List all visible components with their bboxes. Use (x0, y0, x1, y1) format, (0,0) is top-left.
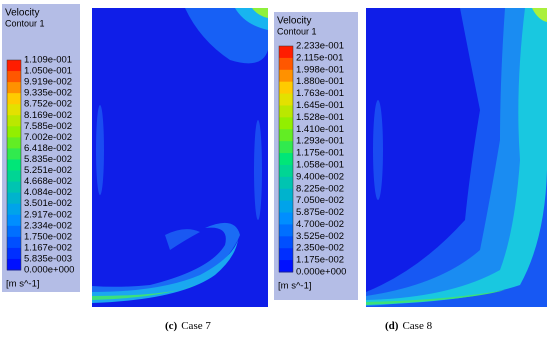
legend-label: 6.418e-002 (24, 143, 72, 154)
legend-label: 3.525e-002 (296, 231, 344, 242)
legend-label: 2.350e-002 (296, 243, 344, 254)
color-band (7, 247, 21, 260)
legend-label: 9.400e-002 (296, 171, 344, 182)
legend-label: 2.115e-001 (296, 52, 343, 63)
color-band (7, 104, 21, 116)
color-band (7, 60, 21, 72)
color-band (7, 181, 21, 194)
color-band (7, 71, 21, 83)
legend-unit: [m s^-1] (6, 279, 40, 290)
color-band (7, 225, 21, 238)
color-band (7, 258, 21, 271)
color-band (279, 81, 293, 95)
legend-label: 1.058e-001 (296, 159, 344, 170)
legend-label: 9.335e-002 (24, 88, 72, 99)
caption: (c) Case 7 (165, 320, 211, 332)
color-band (279, 46, 293, 59)
color-band (279, 141, 293, 154)
legend-label: 1.998e-001 (296, 64, 344, 75)
color-band (7, 82, 21, 94)
legend-label: 1.410e-001 (296, 124, 344, 135)
color-band (279, 236, 293, 249)
legend-label: 1.763e-001 (296, 88, 344, 99)
color-band (279, 117, 293, 130)
caption-label: (c) (165, 320, 178, 332)
legend-label: 7.050e-002 (296, 195, 344, 206)
color-band (7, 148, 21, 160)
color-band (279, 57, 293, 71)
legend-subtitle: Contour 1 (277, 26, 317, 36)
legend-label: 4.700e-002 (296, 219, 344, 230)
legend-label: 1.175e-001 (296, 148, 344, 159)
legend-subtitle: Contour 1 (5, 18, 45, 28)
color-band (279, 69, 293, 83)
color-band (279, 176, 293, 190)
color-band (279, 212, 293, 225)
legend-label: 1.750e-002 (24, 231, 72, 242)
legend-label: 1.175e-002 (296, 255, 344, 266)
caption-label: (d) (385, 320, 399, 332)
colorbar-frame (278, 45, 294, 273)
legend-label: 8.225e-002 (296, 183, 344, 194)
legend-label: 1.293e-001 (296, 136, 344, 147)
color-band (7, 137, 21, 149)
legend-label: 0.000e+000 (24, 265, 74, 276)
caption-text: Case 7 (181, 320, 211, 332)
caption: (d) Case 8 (385, 320, 433, 332)
legend-label: 7.585e-002 (24, 121, 72, 132)
color-band (279, 153, 293, 166)
legend-label: 2.233e-001 (296, 41, 344, 52)
legend-label: 8.752e-002 (24, 99, 72, 110)
legend-unit: [m s^-1] (278, 281, 312, 292)
color-band (7, 93, 21, 105)
color-band (7, 203, 21, 216)
legend-label: 2.917e-002 (24, 209, 72, 220)
color-band (7, 192, 21, 205)
color-band (7, 236, 21, 249)
color-band (279, 105, 293, 118)
color-band (279, 224, 293, 237)
color-band (7, 170, 21, 183)
color-band (279, 188, 293, 202)
legend-title: Velocity (277, 16, 311, 27)
legend-label: 8.169e-002 (24, 110, 72, 121)
legend-label: 1.167e-002 (24, 242, 72, 253)
legend-label: 5.251e-002 (24, 165, 72, 176)
color-band (279, 248, 293, 261)
legend-label: 1.645e-001 (296, 100, 344, 111)
legend-label: 1.528e-001 (296, 112, 344, 123)
colorbar-frame (6, 59, 22, 271)
legend-label: 1.880e-001 (296, 76, 344, 87)
legend-label: 4.084e-002 (24, 187, 72, 198)
legend-label: 4.668e-002 (24, 176, 72, 187)
color-band (279, 164, 293, 178)
legend-label: 1.109e-001 (24, 55, 72, 66)
color-band (7, 214, 21, 227)
caption-text: Case 8 (402, 320, 432, 332)
legend-label: 7.002e-002 (24, 132, 72, 143)
color-band (7, 126, 21, 138)
color-band (7, 115, 21, 127)
legend-label: 3.501e-002 (24, 198, 72, 209)
color-band (279, 260, 293, 273)
color-band (7, 159, 21, 172)
color-band (279, 93, 293, 106)
color-band (279, 200, 293, 214)
legend-label: 2.334e-002 (24, 220, 72, 231)
legend-title: Velocity (5, 8, 39, 19)
legend-label: 5.835e-003 (24, 253, 72, 264)
contour-plot (366, 8, 547, 307)
legend-label: 1.050e-001 (24, 66, 72, 77)
legend-label: 9.919e-002 (24, 77, 72, 88)
color-band (279, 129, 293, 142)
legend-label: 5.835e-002 (24, 154, 72, 165)
legend-label: 0.000e+000 (296, 267, 346, 278)
legend-label: 5.875e-002 (296, 207, 344, 218)
contour-plot (92, 8, 268, 307)
